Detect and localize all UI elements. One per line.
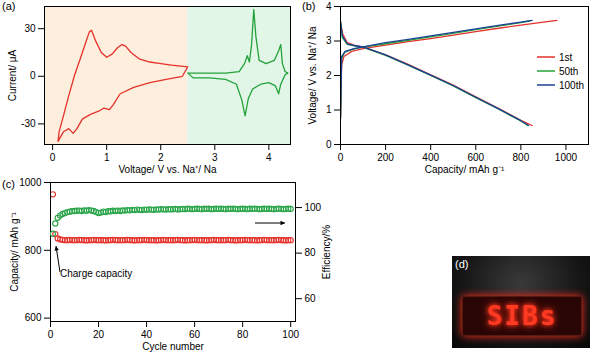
svg-text:80: 80 (305, 247, 317, 258)
html-text:(a): (a) (2, 0, 16, 12)
svg-text:Capacity/ mAh g⁻¹: Capacity/ mAh g⁻¹ (9, 211, 20, 291)
svg-text:1000: 1000 (555, 152, 578, 163)
svg-text:800: 800 (513, 152, 530, 163)
svg-text:200: 200 (377, 152, 394, 163)
svg-text:1: 1 (104, 152, 110, 163)
svg-text:Current/ μA: Current/ μA (7, 50, 18, 102)
svg-text:2: 2 (158, 152, 164, 163)
svg-text:Voltage/ V vs. Na⁺/ Na: Voltage/ V vs. Na⁺/ Na (118, 164, 216, 175)
svg-text:80: 80 (237, 329, 249, 340)
svg-text:800: 800 (25, 245, 42, 256)
svg-text:0: 0 (326, 139, 332, 150)
svg-text:Cycle number: Cycle number (142, 341, 204, 352)
svg-text:2: 2 (326, 70, 332, 81)
svg-text:30: 30 (24, 23, 36, 34)
svg-text:3: 3 (326, 35, 332, 46)
svg-text:20: 20 (93, 329, 105, 340)
svg-text:4: 4 (326, 1, 332, 12)
svg-text:1000: 1000 (19, 177, 42, 188)
html-text:100th: 100th (559, 79, 584, 91)
svg-text:Voltage/ V vs. Na⁺/ Na: Voltage/ V vs. Na⁺/ Na (307, 26, 318, 124)
svg-text:Capacity/ mAh g⁻¹: Capacity/ mAh g⁻¹ (425, 164, 505, 175)
html-text:(b): (b) (302, 0, 316, 12)
html-text:1st: 1st (559, 51, 573, 63)
html-text:50th: 50th (559, 65, 579, 77)
svg-text:Efficiency/%: Efficiency/% (321, 225, 332, 279)
svg-text:600: 600 (467, 152, 484, 163)
html-text:(c): (c) (2, 178, 15, 190)
svg-text:40: 40 (141, 329, 153, 340)
svg-text:0: 0 (338, 152, 344, 163)
svg-text:60: 60 (189, 329, 201, 340)
svg-text:0: 0 (30, 70, 36, 81)
svg-text:3: 3 (212, 152, 218, 163)
svg-text:400: 400 (422, 152, 439, 163)
svg-text:600: 600 (25, 312, 42, 323)
html-text:Charge capacity: Charge capacity (60, 268, 133, 279)
svg-text:100: 100 (282, 329, 299, 340)
svg-text:0: 0 (48, 329, 54, 340)
svg-text:1: 1 (326, 104, 332, 115)
svg-text:60: 60 (305, 293, 317, 304)
html-text:SIBs: SIBs (486, 301, 558, 331)
html-text:(d): (d) (455, 258, 469, 270)
svg-text:100: 100 (305, 202, 322, 213)
svg-text:0: 0 (50, 152, 56, 163)
svg-text:-30: -30 (21, 118, 36, 129)
svg-text:4: 4 (266, 152, 272, 163)
